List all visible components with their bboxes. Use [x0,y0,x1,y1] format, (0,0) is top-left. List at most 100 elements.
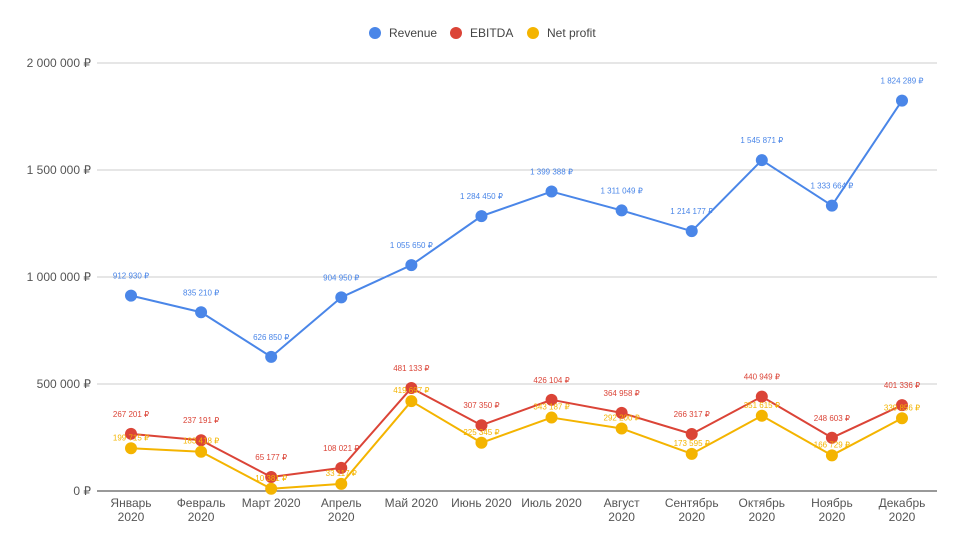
revenue-data-label: 1 399 388 ₽ [530,168,573,177]
net-profit-data-label: 419 697 ₽ [393,386,429,395]
gridlines [97,62,937,492]
net-profit-point [755,409,768,422]
revenue-point [615,204,628,217]
x-tick-label: Октябрь [739,496,786,510]
x-tick-label: 2020 [889,510,916,524]
net-profit-data-label: 183 418 ₽ [183,437,219,446]
x-tick-label: 2020 [819,510,846,524]
ebitda-point [265,471,278,484]
x-tick-label: 2020 [678,510,705,524]
ebitda-data-label: 440 949 ₽ [744,373,780,382]
legend-label-revenue: Revenue [389,26,437,40]
x-tick-label: 2020 [118,510,145,524]
legend-label-net-profit: Net profit [547,26,596,40]
ebitda-data-label: 364 958 ₽ [604,389,640,398]
revenue-point [896,94,908,107]
legend-marker-ebitda [450,27,462,39]
x-tick-label: Май 2020 [385,496,439,510]
revenue-point [475,210,488,223]
revenue-data-label: 912 930 ₽ [113,272,149,281]
revenue-point [195,306,208,319]
net-profit-point [125,442,137,455]
net-profit-data-label: 173 595 ₽ [674,439,710,448]
revenue-data-label: 1 311 049 ₽ [600,186,642,195]
ebitda-data-label: 108 021 ₽ [323,444,359,453]
revenue-data-label: 1 284 450 ₽ [460,192,503,201]
net-profit-data-label: 199 715 ₽ [113,433,149,442]
x-tick-label: 2020 [328,510,355,524]
net-profit-data-label: 225 345 ₽ [463,428,499,437]
ebitda-point [755,390,768,403]
legend-marker-net-profit [527,27,539,39]
ebitda-point [545,393,558,406]
x-tick-label: Ноябрь [811,496,853,510]
x-tick-label: Июнь 2020 [451,496,512,510]
y-tick-label: 1 500 000 ₽ [27,163,92,177]
revenue-point [685,225,698,238]
y-tick-label: 0 ₽ [73,484,91,498]
y-tick-label: 1 000 000 ₽ [27,270,92,284]
ebitda-data-label: 401 336 ₽ [884,381,920,390]
x-tick-label: Декабрь [879,496,926,510]
net-profit-point [335,477,348,490]
x-tick-label: Январь [110,496,151,510]
series-points [125,94,908,495]
ebitda-line [130,387,903,479]
ebitda-data-label: 267 201 ₽ [113,410,149,419]
x-tick-label: Март 2020 [242,496,301,510]
x-tick-label: 2020 [188,510,215,524]
revenue-point [755,154,768,167]
x-tick-label: Февраль [177,496,226,510]
revenue-point [405,259,418,272]
revenue-point [265,350,278,363]
revenue-data-label: 1 333 664 ₽ [810,182,853,191]
ebitda-point [615,406,628,419]
ebitda-data-label: 307 350 ₽ [463,401,499,410]
revenue-data-label: 626 850 ₽ [253,333,289,342]
x-tick-label: Апрель [321,496,362,510]
net-profit-data-label: 292 200 ₽ [604,413,640,422]
net-profit-data-label: 343 187 ₽ [533,403,569,412]
revenue-data-label: 1 545 871 ₽ [740,136,783,145]
ebitda-point [896,399,908,412]
revenue-line [130,100,903,358]
ebitda-point [685,428,698,441]
net-profit-data-label: 10 381 ₽ [255,474,287,483]
legend-label-ebitda: EBITDA [470,26,513,40]
revenue-data-label: 904 950 ₽ [323,273,359,282]
revenue-point [545,185,558,198]
legend-marker-revenue [369,27,381,39]
ebitda-point [125,427,137,440]
net-profit-point [405,395,418,408]
revenue-point [335,291,348,304]
x-tick-label: Июль 2020 [521,496,582,510]
net-profit-data-label: 33 117 ₽ [326,469,357,478]
revenue-data-label: 1 214 177 ₽ [670,207,713,216]
y-tick-label: 500 000 ₽ [37,377,92,391]
revenue-point [125,289,137,302]
net-profit-point [265,482,278,495]
revenue-data-label: 835 210 ₽ [183,288,219,297]
ebitda-data-label: 426 104 ₽ [533,376,569,385]
legend: Revenue EBITDA Net profit [369,26,596,40]
y-tick-label: 2 000 000 ₽ [27,56,92,70]
x-tick-label: Август [604,496,641,510]
revenue-data-label: 1 055 650 ₽ [390,241,433,250]
net-profit-point [545,411,558,424]
data-labels: 912 930 ₽ 835 210 ₽ 626 850 ₽ 904 950 ₽ 1 05… [113,77,924,483]
ebitda-point [195,434,208,447]
ebitda-data-label: 481 133 ₽ [393,364,429,373]
net-profit-point [195,445,208,458]
ebitda-point [825,431,838,444]
ebitda-data-label: 65 177 ₽ [255,453,287,462]
x-tick-label: 2020 [748,510,775,524]
net-profit-point [685,447,698,460]
net-profit-data-label: 351 615 ₽ [744,401,780,410]
ebitda-data-label: 248 603 ₽ [814,414,850,423]
ebitda-point [475,419,488,432]
ebitda-point [335,461,348,474]
series-lines [130,100,903,490]
